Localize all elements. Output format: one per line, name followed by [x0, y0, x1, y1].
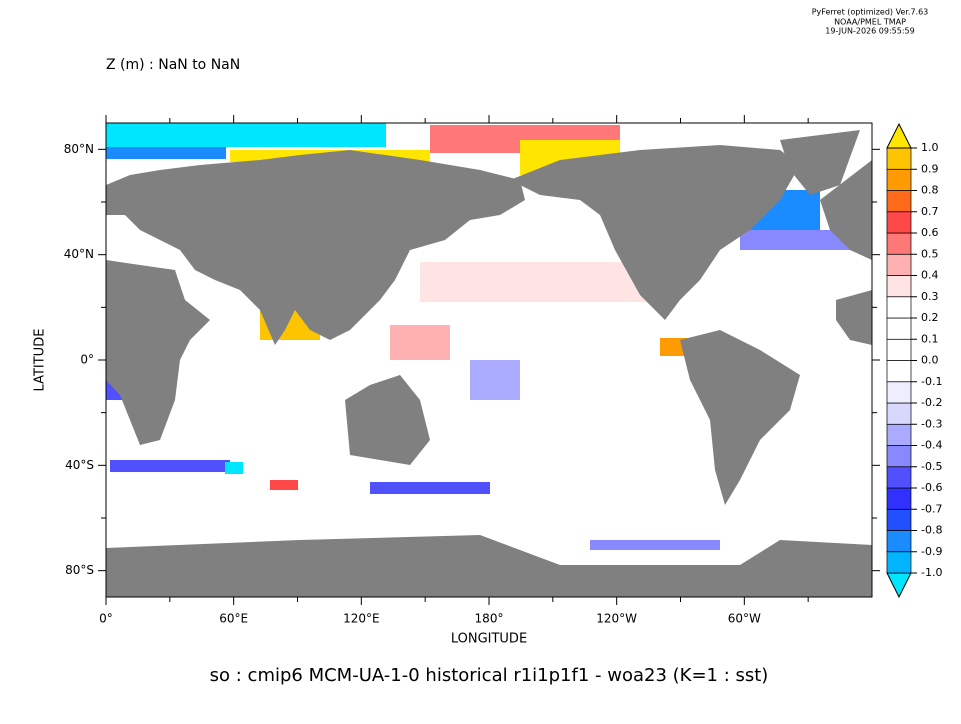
- patch: [110, 460, 230, 472]
- africa: [106, 260, 210, 445]
- europe-west: [820, 160, 872, 260]
- colorbar-label: 0.2: [921, 311, 939, 324]
- x-tick-label: 120°E: [343, 612, 380, 626]
- patch: [470, 360, 520, 400]
- colorbar-label: 1.0: [921, 141, 939, 154]
- x-tick-label: 180°: [475, 612, 504, 626]
- colorbar-label: 0.4: [921, 269, 939, 282]
- subtitle: Z (m) : NaN to NaN: [106, 57, 240, 73]
- colorbar-box: [886, 338, 912, 361]
- colorbar-label: -0.6: [921, 481, 942, 494]
- colorbar-label: -1.0: [921, 566, 942, 579]
- colorbar-label: 0.8: [921, 184, 939, 197]
- y-tick-label: 40°N: [64, 247, 94, 261]
- y-tick-label: 0°: [80, 353, 94, 367]
- australia: [345, 375, 430, 465]
- colorbar-label: -0.2: [921, 396, 942, 409]
- africa-west: [836, 290, 872, 345]
- y-tick-label: 80°N: [64, 142, 94, 156]
- x-tick-label: 60°W: [728, 612, 761, 626]
- colorbar-box: [886, 211, 912, 234]
- header-line: 19-JUN-2026 09:55:59: [825, 27, 914, 36]
- colorbar-label: 0.5: [921, 247, 939, 260]
- colorbar-label: -0.5: [921, 460, 942, 473]
- eurasia: [106, 150, 525, 345]
- colorbar-box: [886, 168, 912, 191]
- colorbar-box: [886, 530, 912, 553]
- patch: [106, 147, 226, 159]
- colorbar: -1.0 -0.9 -0.8 -0.7 -0.6 -0.5 -0.4 -0.3 -0.2 -0.1…: [886, 122, 942, 599]
- colorbar-box: [886, 232, 912, 255]
- colorbar-label: 0.3: [921, 290, 939, 303]
- colorbar-label: 0.6: [921, 226, 939, 239]
- y-tick-label: 40°S: [65, 458, 94, 472]
- colorbar-box: [886, 466, 912, 489]
- south-america: [680, 330, 800, 505]
- axes: 0° 60°E 120°E 180° 120°W 60°W 80°S 40°S 0° 40°N 80…: [64, 115, 880, 626]
- patch: [390, 325, 450, 360]
- x-tick-label: 0°: [99, 612, 113, 626]
- greenland: [780, 130, 860, 195]
- patch: [740, 230, 860, 250]
- colorbar-label: -0.1: [921, 375, 942, 388]
- patch: [370, 482, 490, 494]
- land: [106, 130, 872, 597]
- chart-title: so : cmip6 MCM-UA-1-0 historical r1i1p1f…: [210, 665, 769, 686]
- y-axis-label: LATITUDE: [33, 329, 48, 392]
- colorbar-box: [886, 190, 912, 213]
- colorbar-label: -0.4: [921, 439, 942, 452]
- patch: [590, 540, 720, 550]
- colorbar-label: 0.7: [921, 205, 939, 218]
- patch: [106, 123, 386, 147]
- colorbar-box: [886, 381, 912, 404]
- patch: [225, 462, 243, 474]
- y-tick-label: 80°S: [65, 563, 94, 577]
- colorbar-box: [886, 445, 912, 468]
- colorbar-box: [886, 296, 912, 319]
- colorbar-label: 0.1: [921, 332, 939, 345]
- colorbar-box: [886, 508, 912, 531]
- colorbar-over: [886, 122, 912, 149]
- antarctica: [106, 535, 872, 597]
- colorbar-box: [886, 551, 912, 574]
- colorbar-box: [886, 275, 912, 298]
- colorbar-label: -0.7: [921, 502, 942, 515]
- colorbar-label: -0.3: [921, 417, 942, 430]
- colorbar-box: [886, 253, 912, 276]
- colorbar-box: [886, 487, 912, 510]
- colorbar-box: [886, 317, 912, 340]
- header-line: NOAA/PMEL TMAP: [834, 18, 906, 27]
- header-line: PyFerret (optimized) Ver.7.63: [812, 8, 929, 17]
- patch: [420, 262, 650, 302]
- x-tick-label: 120°W: [596, 612, 637, 626]
- colorbar-box: [886, 423, 912, 446]
- x-axis-label: LONGITUDE: [451, 632, 527, 647]
- colorbar-box: [886, 402, 912, 425]
- colorbar-label: -0.8: [921, 524, 942, 537]
- colorbar-box: [886, 147, 912, 170]
- map: [105, 122, 873, 598]
- colorbar-label: 0.9: [921, 162, 939, 175]
- colorbar-label: -0.9: [921, 545, 942, 558]
- x-tick-label: 60°E: [219, 612, 248, 626]
- north-america: [510, 145, 800, 320]
- colorbar-label: 0.0: [921, 354, 939, 367]
- colorbar-box: [886, 360, 912, 383]
- colorbar-under: [886, 572, 912, 599]
- patch: [270, 480, 298, 490]
